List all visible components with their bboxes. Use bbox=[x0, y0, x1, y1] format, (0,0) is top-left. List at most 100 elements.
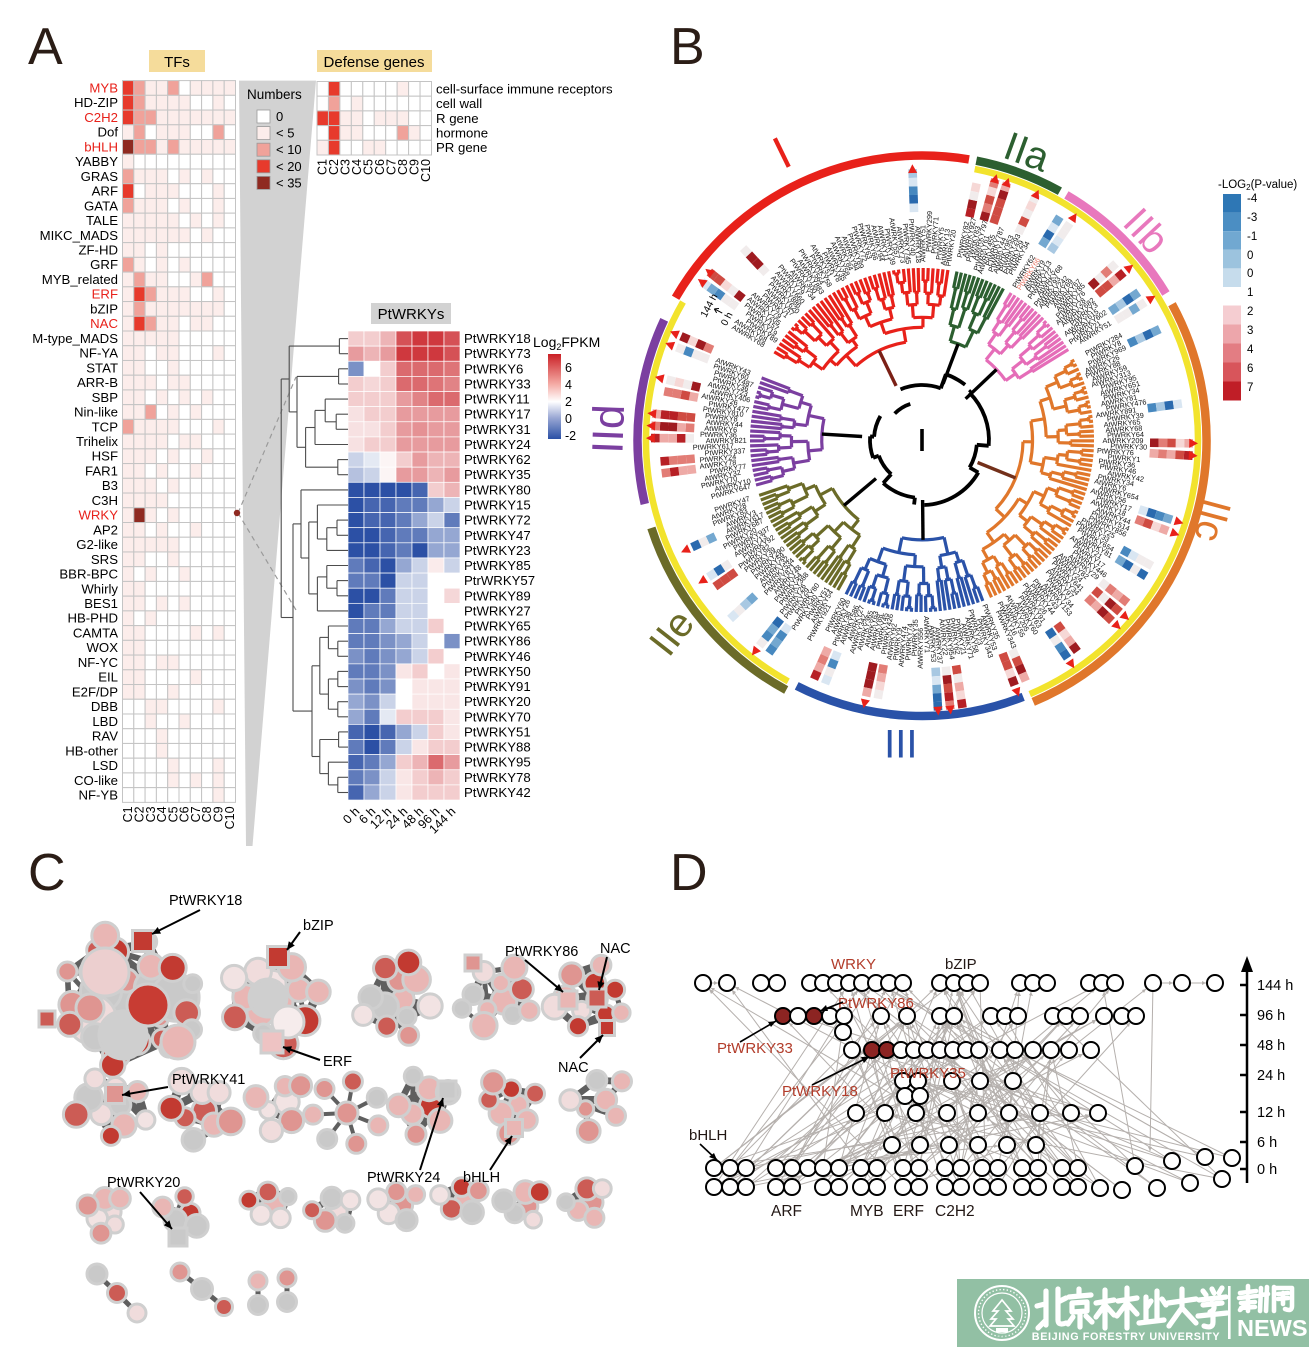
svg-text:C: C bbox=[28, 844, 66, 902]
svg-text:bHLH: bHLH bbox=[84, 139, 118, 154]
svg-text:AtWRKY53: AtWRKY53 bbox=[927, 625, 938, 662]
svg-text:PtWRKY41: PtWRKY41 bbox=[172, 1072, 245, 1088]
svg-text:< 5: < 5 bbox=[276, 126, 294, 141]
svg-text:C4: C4 bbox=[155, 806, 169, 822]
svg-text:PtWRKY8: PtWRKY8 bbox=[705, 411, 739, 424]
svg-text:Dof: Dof bbox=[97, 125, 118, 140]
svg-text:bHLH: bHLH bbox=[463, 1170, 500, 1186]
svg-text:AtWRKY68: AtWRKY68 bbox=[1105, 424, 1142, 435]
svg-text:2: 2 bbox=[1247, 306, 1253, 318]
svg-text:AtWRKY44: AtWRKY44 bbox=[706, 417, 744, 429]
svg-text:BES1: BES1 bbox=[84, 596, 118, 611]
svg-text:B3: B3 bbox=[102, 478, 118, 493]
svg-text:PtWRKY47: PtWRKY47 bbox=[464, 528, 531, 543]
svg-text:Trihelix: Trihelix bbox=[76, 434, 118, 449]
svg-text:G2-like: G2-like bbox=[76, 537, 118, 552]
svg-text:AP2: AP2 bbox=[93, 522, 118, 537]
svg-text:C3: C3 bbox=[339, 159, 353, 175]
svg-text:AtWRKY474: AtWRKY474 bbox=[896, 626, 909, 668]
svg-text:PtWRKY18: PtWRKY18 bbox=[464, 331, 531, 346]
svg-text:GATA: GATA bbox=[84, 198, 118, 213]
svg-text:PtWRKY1: PtWRKY1 bbox=[1107, 452, 1141, 464]
svg-text:STAT: STAT bbox=[86, 360, 118, 375]
svg-text:PtWRKY65: PtWRKY65 bbox=[464, 619, 531, 634]
svg-text:PtWRKY62: PtWRKY62 bbox=[464, 452, 531, 467]
svg-text:AtWRKY821: AtWRKY821 bbox=[706, 436, 747, 445]
svg-text:HB-other: HB-other bbox=[65, 743, 118, 758]
svg-text:PtWRKY33: PtWRKY33 bbox=[717, 1040, 793, 1057]
svg-text:BEIJING FORESTRY UNIVERSITY: BEIJING FORESTRY UNIVERSITY bbox=[1032, 1331, 1221, 1343]
svg-text:RAV: RAV bbox=[92, 729, 118, 744]
svg-text:PtWRKY23: PtWRKY23 bbox=[464, 543, 531, 558]
svg-text:NAC: NAC bbox=[600, 941, 631, 957]
svg-text:PtWRKY5: PtWRKY5 bbox=[934, 227, 946, 261]
svg-text:PtWRKY72: PtWRKY72 bbox=[464, 513, 531, 528]
svg-text:ARF: ARF bbox=[92, 184, 118, 199]
svg-text:III: III bbox=[884, 722, 917, 766]
svg-text:C3H: C3H bbox=[92, 493, 118, 508]
svg-text:A: A bbox=[28, 18, 63, 76]
svg-text:NF-YC: NF-YC bbox=[78, 655, 119, 670]
svg-text:96 h: 96 h bbox=[1257, 1008, 1285, 1024]
svg-text:C10: C10 bbox=[419, 159, 433, 182]
svg-text:AtWRKY78: AtWRKY78 bbox=[699, 458, 737, 471]
svg-text:PtWRKY35: PtWRKY35 bbox=[910, 619, 920, 656]
svg-text:PtWRKY36: PtWRKY36 bbox=[1098, 456, 1136, 469]
svg-text:C6: C6 bbox=[373, 159, 387, 175]
svg-text:AtWRKY13: AtWRKY13 bbox=[939, 228, 952, 266]
svg-text:144 h: 144 h bbox=[1257, 978, 1293, 994]
svg-text:PtWRKY18: PtWRKY18 bbox=[169, 893, 242, 909]
svg-text:WRKY: WRKY bbox=[831, 956, 876, 973]
svg-text:7: 7 bbox=[1247, 382, 1253, 394]
svg-text:PtWRKY85: PtWRKY85 bbox=[464, 558, 531, 573]
svg-text:PR gene: PR gene bbox=[436, 140, 487, 155]
svg-text:C5: C5 bbox=[362, 159, 376, 175]
svg-text:Nin-like: Nin-like bbox=[74, 405, 118, 420]
svg-text:PtWRKY78: PtWRKY78 bbox=[464, 770, 531, 785]
svg-text:< 10: < 10 bbox=[276, 142, 302, 157]
svg-text:PtWRKY33: PtWRKY33 bbox=[464, 377, 531, 392]
svg-text:-2: -2 bbox=[565, 429, 576, 443]
svg-text:C1: C1 bbox=[316, 159, 330, 175]
svg-text:-4: -4 bbox=[1247, 193, 1258, 205]
svg-text:YABBY: YABBY bbox=[75, 154, 118, 169]
svg-text:bZIP: bZIP bbox=[303, 918, 334, 934]
svg-text:AtWRKY71: AtWRKY71 bbox=[922, 616, 932, 653]
svg-text:PtWRKY11: PtWRKY11 bbox=[464, 392, 530, 407]
svg-text:C2: C2 bbox=[132, 806, 146, 822]
svg-text:cell-surface immune receptors: cell-surface immune receptors bbox=[436, 81, 613, 96]
svg-text:12 h: 12 h bbox=[1257, 1105, 1285, 1121]
svg-text:4: 4 bbox=[1247, 344, 1254, 356]
svg-text:BBR-BPC: BBR-BPC bbox=[59, 567, 118, 582]
svg-text:PtWRKY617: PtWRKY617 bbox=[693, 441, 734, 451]
svg-text:cell wall: cell wall bbox=[436, 96, 482, 111]
svg-text:AtWRKY6: AtWRKY6 bbox=[704, 424, 737, 435]
svg-text:GRAS: GRAS bbox=[81, 169, 119, 184]
svg-text:HD-ZIP: HD-ZIP bbox=[74, 95, 118, 110]
svg-text:HB-PHD: HB-PHD bbox=[67, 611, 118, 626]
svg-text:PtWRKY74: PtWRKY74 bbox=[903, 623, 914, 660]
svg-text:IId: IId bbox=[583, 404, 634, 455]
svg-text:PtWRKY299: PtWRKY299 bbox=[924, 211, 934, 252]
svg-text:NEWS: NEWS bbox=[1237, 1315, 1308, 1341]
svg-text:NF-YA: NF-YA bbox=[79, 346, 118, 361]
svg-text:B: B bbox=[670, 18, 705, 76]
svg-text:PtWRKY89: PtWRKY89 bbox=[464, 588, 531, 603]
svg-text:MYB: MYB bbox=[850, 1203, 884, 1220]
svg-text:6 h: 6 h bbox=[1257, 1135, 1277, 1151]
svg-text:PtWRKY42: PtWRKY42 bbox=[464, 785, 531, 800]
svg-text:LSD: LSD bbox=[92, 758, 118, 773]
svg-text:PtWRKY50: PtWRKY50 bbox=[464, 664, 531, 679]
svg-text:C2H2: C2H2 bbox=[935, 1203, 975, 1220]
svg-text:0: 0 bbox=[1247, 268, 1253, 280]
svg-text:PtWRKY70: PtWRKY70 bbox=[464, 709, 531, 724]
svg-text:NAC: NAC bbox=[90, 316, 118, 331]
svg-text:PtWRKY86: PtWRKY86 bbox=[464, 634, 531, 649]
svg-text:AtWRKY22: AtWRKY22 bbox=[937, 618, 950, 656]
svg-text:3: 3 bbox=[1247, 325, 1253, 337]
svg-text:FAR1: FAR1 bbox=[85, 463, 118, 478]
svg-text:bHLH: bHLH bbox=[689, 1127, 727, 1144]
svg-text:AtWRKY51: AtWRKY51 bbox=[918, 225, 927, 262]
svg-text:PtWRKY91: PtWRKY91 bbox=[464, 679, 531, 694]
svg-text:CO-like: CO-like bbox=[74, 773, 118, 788]
